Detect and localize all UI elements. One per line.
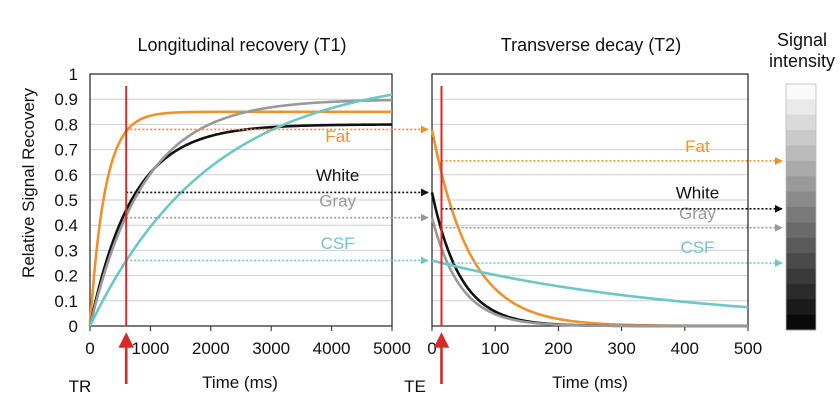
t1-series-label-csf: CSF bbox=[321, 234, 355, 253]
signal-level-swatch bbox=[786, 99, 816, 116]
t2-x-axis-label: Time (ms) bbox=[552, 373, 628, 392]
t2-series-label-fat: Fat bbox=[685, 137, 710, 156]
t2-x-tick-label: 0 bbox=[427, 339, 436, 358]
signal-level-swatch bbox=[786, 145, 816, 162]
signal-level-swatch bbox=[786, 253, 816, 269]
y-tick-label: 0.1 bbox=[54, 292, 78, 311]
t1-series-fat bbox=[88, 110, 392, 327]
t2-x-tick-label: 400 bbox=[671, 339, 699, 358]
signal-level-swatch bbox=[786, 130, 816, 146]
t1-panel: 0 0.1 0.2 0.3 0.4 0.5 0.6 0.7 0.8 0.9 1 0 1000 2000 30… bbox=[54, 65, 411, 358]
t1-x-tick-label: 0 bbox=[85, 339, 94, 358]
y-tick-label: 0.8 bbox=[54, 115, 78, 134]
signal-level-swatch bbox=[786, 237, 816, 254]
y-tick-label: 0.9 bbox=[54, 90, 78, 109]
t1-x-tick-label: 3000 bbox=[252, 339, 290, 358]
signal-level-swatch bbox=[786, 160, 816, 177]
t1-series-label-gray: Gray bbox=[319, 191, 356, 210]
y-tick-label: 0.7 bbox=[54, 141, 78, 160]
t2-series-label-gray: Gray bbox=[679, 204, 716, 223]
t2-x-tick-label: 200 bbox=[544, 339, 572, 358]
signal-level-swatch bbox=[786, 222, 816, 239]
signal-level-swatch bbox=[786, 84, 816, 100]
y-tick-label: 0.4 bbox=[54, 216, 78, 235]
y-tick-label: 0 bbox=[69, 317, 78, 336]
signal-level-swatch bbox=[786, 191, 816, 208]
t1-x-tick-label: 1000 bbox=[131, 339, 169, 358]
signal-level-swatch bbox=[786, 299, 816, 316]
signal-bar-title-line2: intensity bbox=[769, 51, 835, 71]
tr-label: TR bbox=[69, 377, 92, 396]
t2-series-gray bbox=[430, 217, 748, 328]
t2-series-label-white: White bbox=[676, 184, 719, 203]
y-axis-label: Relative Signal Recovery bbox=[19, 88, 38, 278]
t1-frame bbox=[89, 73, 393, 327]
t1-x-axis-label: Time (ms) bbox=[202, 373, 278, 392]
t1-chart-title: Longitudinal recovery (T1) bbox=[137, 35, 346, 55]
y-tick-label: 0.3 bbox=[54, 241, 78, 260]
t2-x-tick-label: 300 bbox=[607, 339, 635, 358]
t2-x-tick-label: 100 bbox=[481, 339, 509, 358]
signal-level-swatch bbox=[786, 314, 816, 331]
t2-series-csf bbox=[431, 259, 749, 309]
y-tick-label: 1 bbox=[69, 65, 78, 84]
te-label: TE bbox=[404, 377, 426, 396]
y-tick-label: 0.5 bbox=[54, 191, 78, 210]
y-tick-label: 0.6 bbox=[54, 166, 78, 185]
t2-chart-title: Transverse decay (T2) bbox=[501, 35, 681, 55]
signal-level-swatch bbox=[786, 268, 816, 285]
t1-x-tick-label: 4000 bbox=[313, 339, 351, 358]
t2-series-label-csf: CSF bbox=[680, 238, 714, 257]
signal-intensity-bar bbox=[785, 83, 817, 331]
t1-x-tick-label: 2000 bbox=[192, 339, 230, 358]
signal-level-swatch bbox=[786, 176, 816, 193]
t1-series-label-fat: Fat bbox=[325, 127, 350, 146]
t1-series-gray bbox=[88, 98, 393, 327]
t2-x-tick-label: 500 bbox=[734, 339, 762, 358]
t1-x-tick-label: 5000 bbox=[373, 339, 411, 358]
t1-series-csf bbox=[88, 93, 393, 327]
signal-bar-frame bbox=[785, 83, 817, 331]
t1-series-white bbox=[88, 123, 393, 327]
overlay-arrows bbox=[118, 86, 783, 384]
signal-level-swatch bbox=[786, 283, 816, 300]
signal-bar-title-line1: Signal bbox=[777, 30, 827, 50]
y-tick-label: 0.2 bbox=[54, 267, 78, 286]
signal-level-swatch bbox=[786, 114, 816, 131]
t1-series-label-white: White bbox=[316, 166, 359, 185]
signal-level-swatch bbox=[786, 207, 816, 223]
